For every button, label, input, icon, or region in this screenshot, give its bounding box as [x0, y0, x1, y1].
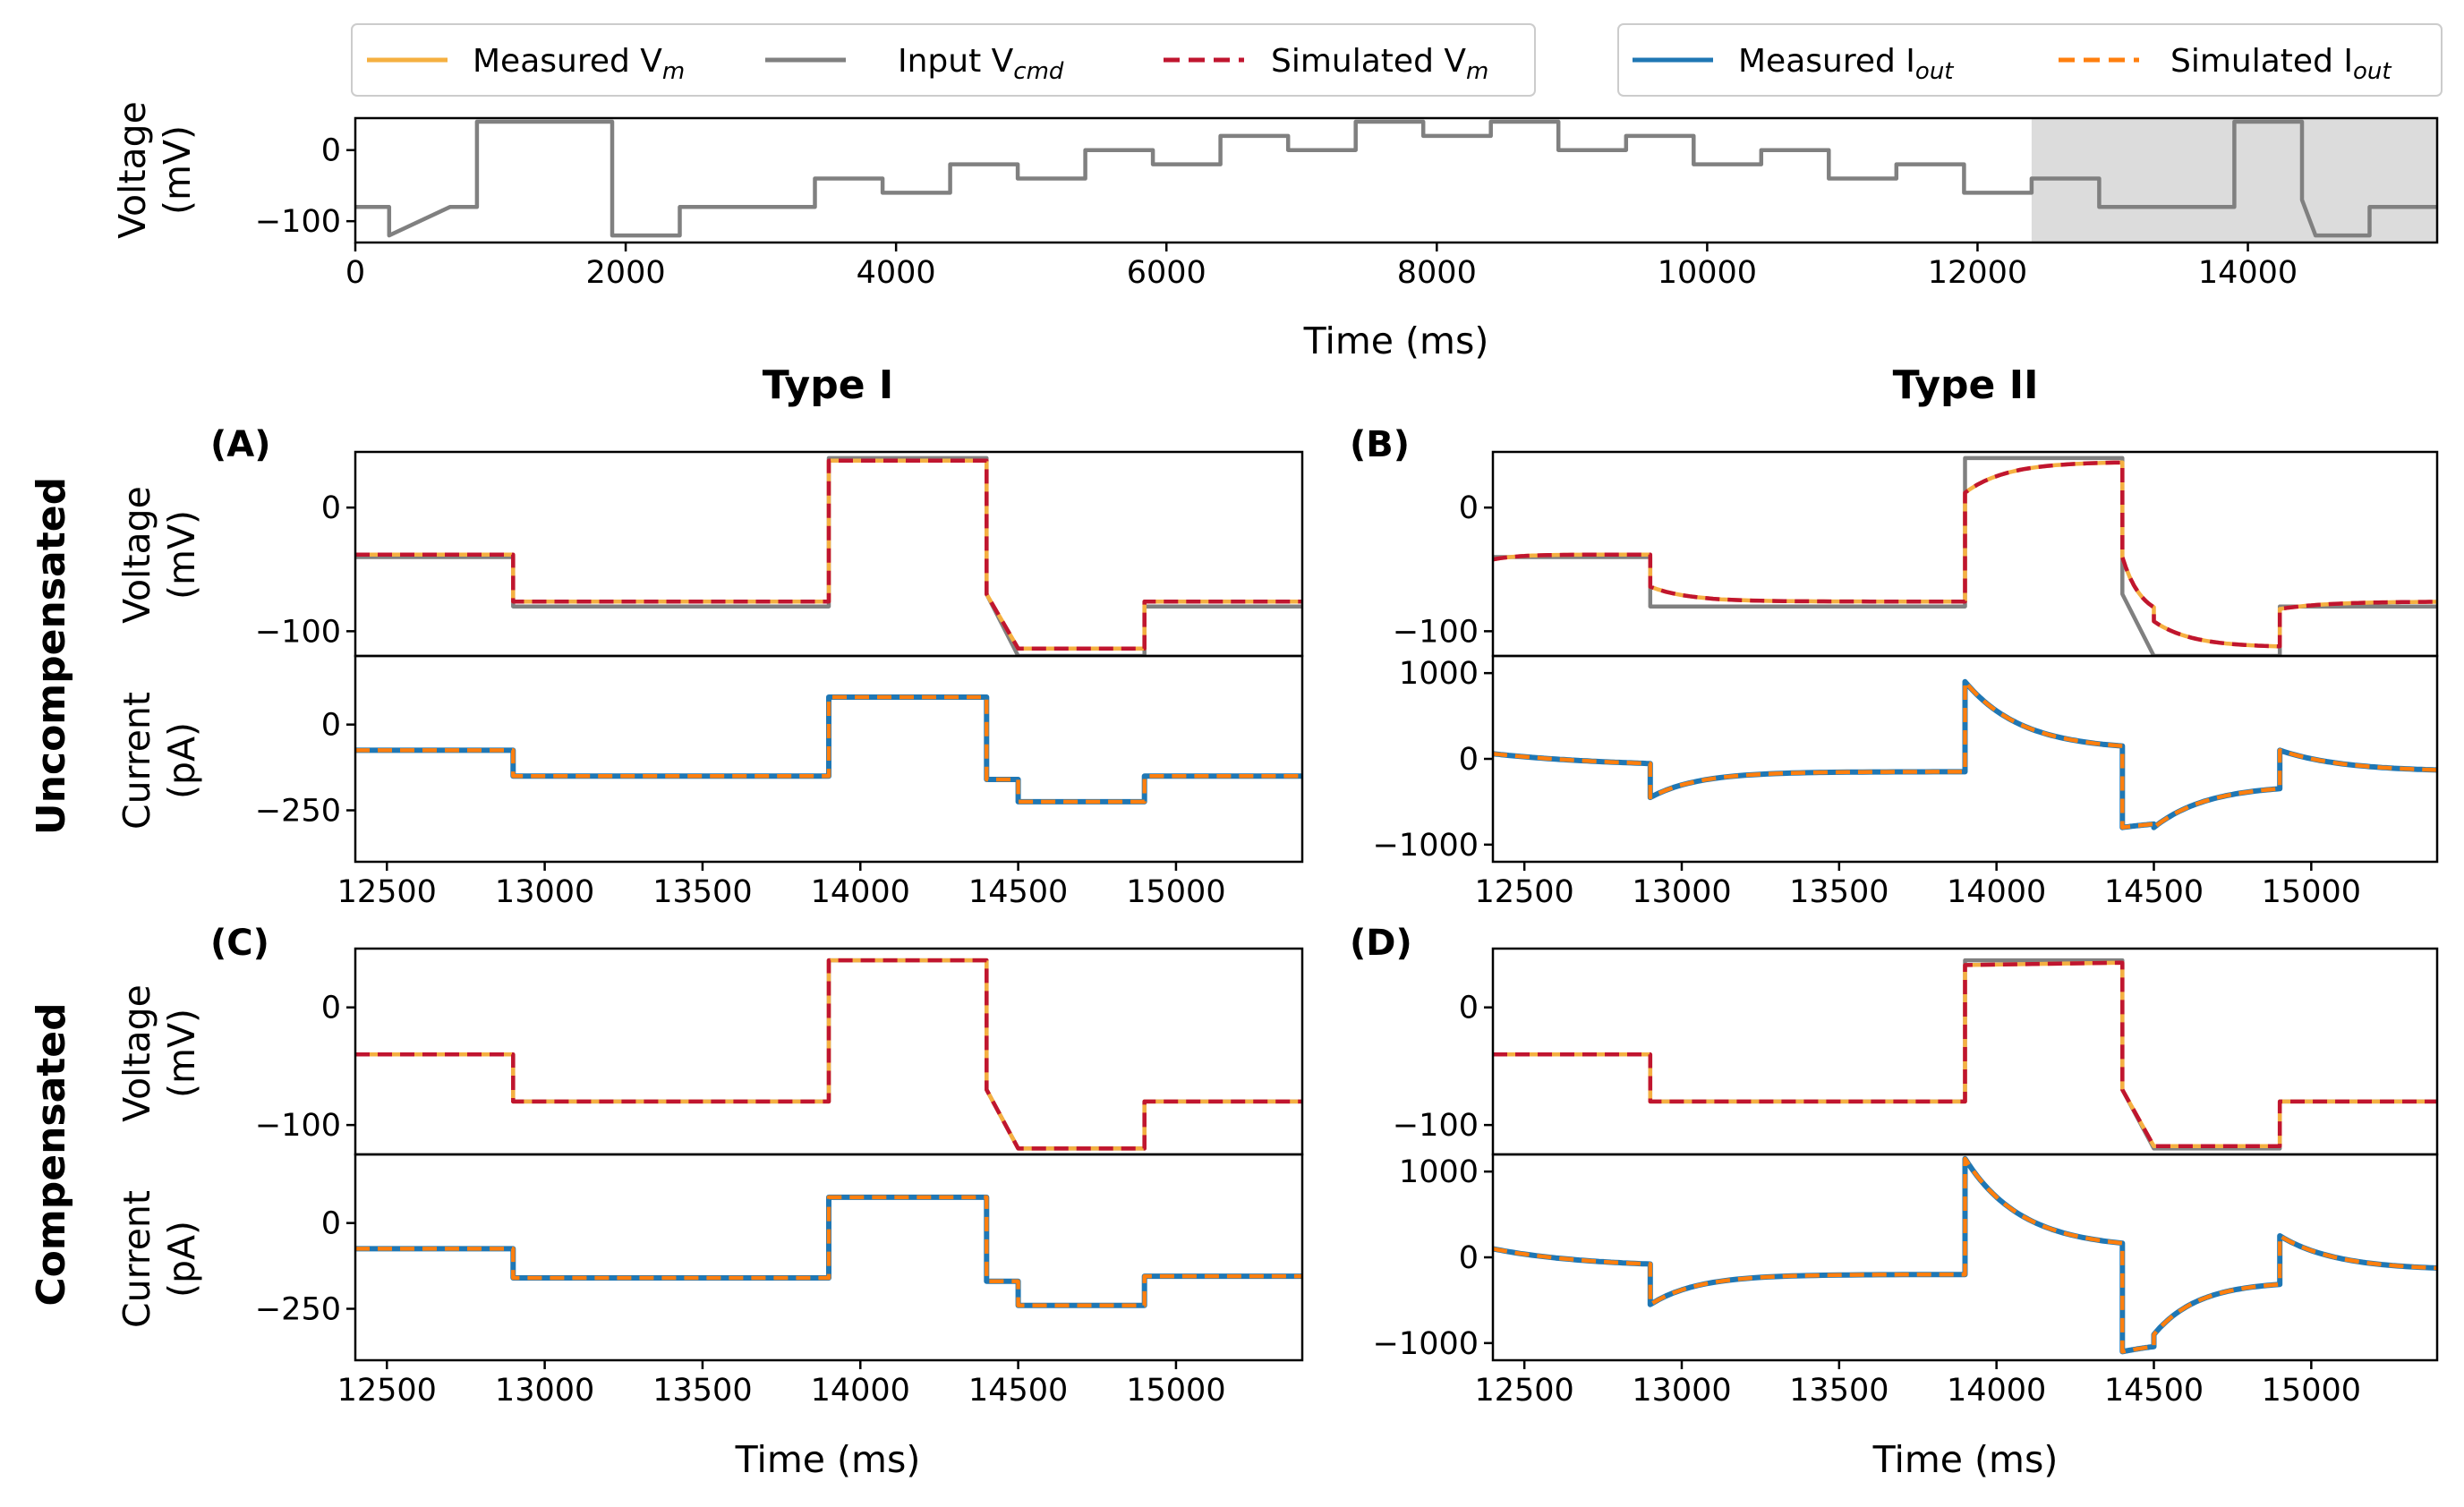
y-tick-label: −1000 — [1373, 828, 1479, 864]
x-tick-label: 13500 — [652, 874, 752, 910]
x-tick-label: 13000 — [1632, 1373, 1731, 1409]
legend-left: Measured Vm Input Vcmd Simulated Vm — [351, 23, 1536, 97]
axes-a: 0 −100 — [255, 450, 1304, 658]
x-tick-label: 13500 — [1789, 1373, 1888, 1409]
y-tick-label: −250 — [255, 794, 341, 830]
axes-frame — [354, 1153, 1304, 1362]
row-title-uncompensated: Uncompensated — [29, 477, 74, 835]
xlabel-time-left: Time (ms) — [735, 1438, 921, 1481]
x-tick-label: 10000 — [1658, 255, 1757, 291]
ylabel-voltage-a: Voltage(mV) — [115, 486, 203, 624]
y-tick-label: −100 — [255, 614, 341, 650]
y-tick-label: 0 — [1459, 1240, 1479, 1276]
ylabel-current-a: Current(pA) — [115, 692, 203, 830]
y-tick-label: −100 — [1393, 1108, 1479, 1144]
x-tick-label: 12500 — [337, 874, 437, 910]
y-tick-label: 0 — [321, 133, 341, 169]
y-tick-label: −250 — [255, 1292, 341, 1328]
x-tick-label: 14000 — [1947, 874, 2046, 910]
x-tick-label: 15000 — [2262, 874, 2361, 910]
x-tick-label: 14000 — [2198, 255, 2298, 291]
axes-a-current: 0 −250 12500 13000 13500 14000 14500 15000 — [255, 654, 1304, 910]
series-simulated-v-m-line — [1493, 960, 2437, 1149]
series-simulated-v-m-line — [355, 458, 1302, 651]
axes-d-current: 1000 0 −1000 12500 13000 13500 14000 14500 15000 — [1373, 1153, 2439, 1409]
legend-label-measured-iout: Measured Iout — [1738, 43, 1954, 85]
axes-protocol: 0−1000 2000 4000 6000 8000 10000 12000 14000 — [255, 116, 2439, 291]
y-tick-label: 0 — [1459, 991, 1479, 1026]
x-tick-label: 13500 — [652, 1373, 752, 1409]
x-tick-label: 14500 — [968, 874, 1068, 910]
x-tick-label: 2000 — [586, 255, 666, 291]
y-tick-label: 0 — [321, 708, 341, 744]
legend-label-input-vcmd: Input Vcmd — [898, 43, 1064, 85]
x-tick-label: 14500 — [2104, 1373, 2204, 1409]
protocol-xlabel: Time (ms) — [1303, 319, 1489, 362]
x-tick-label: 12500 — [1474, 1373, 1573, 1409]
panel-label-a: (A) — [210, 424, 271, 465]
x-tick-label: 12500 — [1474, 874, 1573, 910]
x-tick-label: 15000 — [2262, 1373, 2361, 1409]
x-tick-label: 6000 — [1127, 255, 1206, 291]
x-tick-label: 12000 — [1928, 255, 2027, 291]
x-tick-label: 15000 — [1126, 1373, 1225, 1409]
protocol-ylabel: Voltage(mV) — [111, 101, 199, 239]
y-tick-label: −100 — [255, 204, 341, 240]
x-tick-label: 8000 — [1397, 255, 1477, 291]
axes-d: 0 −100 — [1393, 947, 2439, 1156]
legend-label-simulated-vm: Simulated Vm — [1271, 43, 1488, 85]
series-simulated-i-out-line — [1493, 1156, 2437, 1354]
y-tick-label: 0 — [321, 1206, 341, 1242]
x-tick-label: 14000 — [811, 1373, 910, 1409]
x-tick-label: 13000 — [1632, 874, 1731, 910]
y-tick-label: −100 — [1393, 614, 1479, 650]
x-tick-label: 13000 — [495, 874, 594, 910]
x-tick-label: 0 — [345, 255, 365, 291]
legend-right: Measured Iout Simulated Iout — [1617, 23, 2443, 97]
series-simulated-v-m-line — [355, 958, 1302, 1151]
series-simulated-i-out-line — [1493, 679, 2437, 830]
x-tick-label: 14000 — [1947, 1373, 2046, 1409]
panel-label-d: (D) — [1350, 923, 1412, 964]
x-tick-label: 15000 — [1126, 874, 1225, 910]
series-input-v-cmd-line — [355, 119, 2437, 238]
x-tick-label: 4000 — [857, 255, 936, 291]
column-title-type-i: Type I — [763, 362, 894, 408]
xlabel-time-right: Time (ms) — [1872, 1438, 2059, 1481]
column-title-type-ii: Type II — [1893, 362, 2039, 408]
x-tick-label: 14500 — [968, 1373, 1068, 1409]
x-tick-label: 14500 — [2104, 874, 2204, 910]
y-tick-label: 0 — [1459, 490, 1479, 526]
legend-label-measured-vm: Measured Vm — [473, 43, 685, 85]
x-tick-label: 12500 — [337, 1373, 437, 1409]
series-simulated-i-out-line — [355, 1195, 1302, 1307]
ylabel-current-c: Current(pA) — [115, 1190, 203, 1328]
axes-c: 0 −100 — [255, 947, 1304, 1156]
y-tick-label: 1000 — [1399, 656, 1479, 692]
y-tick-label: −1000 — [1373, 1326, 1479, 1362]
panel-label-b: (B) — [1350, 424, 1410, 465]
ylabel-voltage-c: Voltage(mV) — [115, 984, 203, 1122]
y-tick-label: 0 — [321, 490, 341, 526]
series-simulated-i-out-line — [355, 694, 1302, 805]
axes-b-current: 1000 0 −1000 12500 13000 13500 14000 14500 15000 — [1373, 654, 2439, 910]
x-tick-label: 13500 — [1789, 874, 1888, 910]
plot-layer: 0−1000 2000 4000 6000 8000 10000 12000 140000−1… — [255, 116, 2439, 1409]
series-simulated-v-m-line — [1493, 460, 2437, 649]
axes-b: 0 −100 — [1393, 450, 2439, 658]
legend-label-simulated-iout: Simulated Iout — [2170, 43, 2392, 85]
y-tick-label: 0 — [321, 991, 341, 1026]
axes-c-current: 0 −250 12500 13000 13500 14000 14500 15000 — [255, 1153, 1304, 1409]
y-tick-label: −100 — [255, 1108, 341, 1144]
panel-label-c: (C) — [210, 923, 269, 964]
row-title-compensated: Compensated — [29, 1002, 74, 1306]
y-tick-label: 1000 — [1399, 1154, 1479, 1190]
x-tick-label: 14000 — [811, 874, 910, 910]
x-tick-label: 13000 — [495, 1373, 594, 1409]
axes-frame — [354, 116, 2439, 244]
y-tick-label: 0 — [1459, 742, 1479, 778]
axes-frame — [354, 654, 1304, 864]
